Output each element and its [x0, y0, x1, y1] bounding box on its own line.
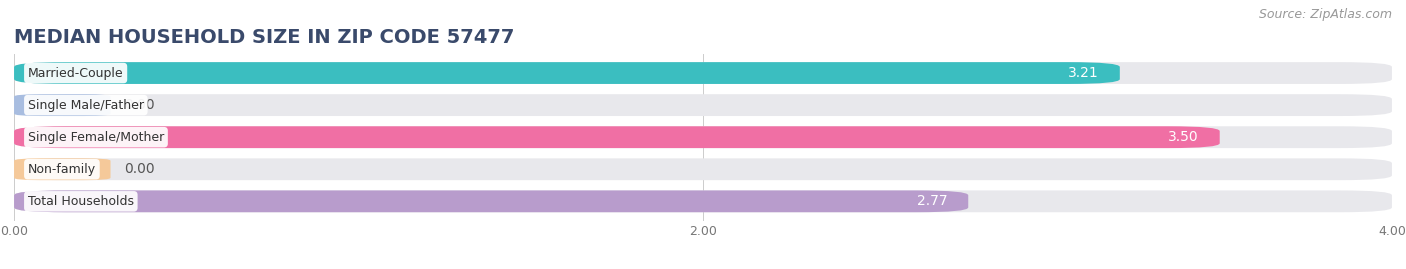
- FancyBboxPatch shape: [14, 158, 1392, 180]
- Text: Source: ZipAtlas.com: Source: ZipAtlas.com: [1258, 8, 1392, 21]
- Text: MEDIAN HOUSEHOLD SIZE IN ZIP CODE 57477: MEDIAN HOUSEHOLD SIZE IN ZIP CODE 57477: [14, 28, 515, 47]
- Text: 0.00: 0.00: [124, 98, 155, 112]
- Text: 0.00: 0.00: [124, 162, 155, 176]
- FancyBboxPatch shape: [14, 190, 1392, 212]
- FancyBboxPatch shape: [14, 126, 1219, 148]
- Text: 3.50: 3.50: [1168, 130, 1199, 144]
- FancyBboxPatch shape: [14, 62, 1119, 84]
- FancyBboxPatch shape: [14, 94, 1392, 116]
- FancyBboxPatch shape: [14, 190, 969, 212]
- Text: 3.21: 3.21: [1069, 66, 1099, 80]
- Text: Non-family: Non-family: [28, 163, 96, 176]
- FancyBboxPatch shape: [14, 158, 111, 180]
- Text: Single Female/Mother: Single Female/Mother: [28, 131, 165, 144]
- Text: Total Households: Total Households: [28, 195, 134, 208]
- FancyBboxPatch shape: [14, 62, 1392, 84]
- Text: Single Male/Father: Single Male/Father: [28, 99, 143, 112]
- FancyBboxPatch shape: [14, 126, 1392, 148]
- FancyBboxPatch shape: [14, 94, 111, 116]
- Text: Married-Couple: Married-Couple: [28, 66, 124, 80]
- Text: 2.77: 2.77: [917, 194, 948, 208]
